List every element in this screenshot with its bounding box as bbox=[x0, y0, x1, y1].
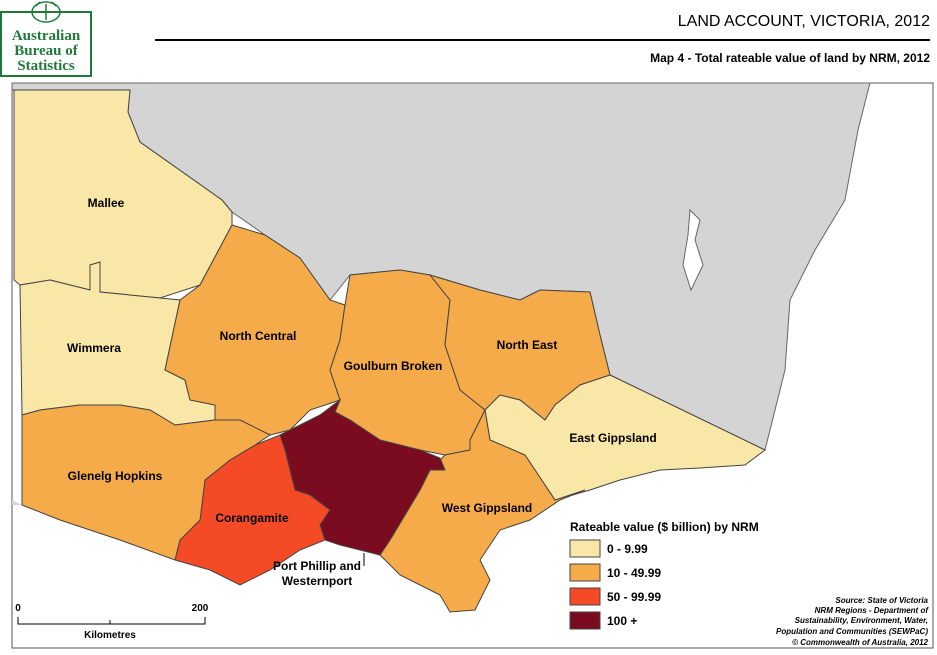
title: LAND ACCOUNT, VICTORIA, 2012 bbox=[678, 13, 930, 30]
land bbox=[12, 500, 22, 505]
source: Source: State of Victoria bbox=[835, 596, 928, 605]
legend-swatch bbox=[569, 563, 601, 582]
source: Sustainability, Environment, Water, bbox=[795, 616, 928, 625]
logo-text: Australian bbox=[12, 28, 81, 44]
region-label: Goulburn Broken bbox=[344, 359, 443, 373]
scale-label: 0 bbox=[15, 603, 21, 614]
scale-bar bbox=[17, 617, 206, 625]
region-label: Glenelg Hopkins bbox=[68, 469, 163, 483]
region-label: Wimmera bbox=[67, 341, 121, 355]
source: © Commonwealth of Australia, 2012 bbox=[792, 638, 928, 647]
legend-swatch bbox=[569, 587, 601, 606]
region-label: Port Phillip and bbox=[273, 559, 361, 573]
region-label: North East bbox=[497, 338, 558, 352]
region-label: North Central bbox=[220, 329, 297, 343]
region-label: East Gippsland bbox=[569, 431, 656, 445]
source: NRM Regions - Department of bbox=[815, 606, 930, 615]
logo-emblem bbox=[31, 1, 61, 23]
legend-label: 100 + bbox=[607, 614, 637, 628]
legend-title: Rateable value ($ billion) by NRM bbox=[570, 520, 759, 534]
logo-text: Statistics bbox=[17, 58, 75, 74]
legend-swatch bbox=[569, 539, 601, 558]
region-label: Mallee bbox=[88, 196, 125, 210]
scale-unit: Kilometres bbox=[84, 630, 136, 641]
region-label: West Gippsland bbox=[442, 501, 532, 515]
legend-swatch bbox=[569, 611, 601, 630]
legend-label: 10 - 49.99 bbox=[607, 566, 661, 580]
region bbox=[21, 404, 271, 561]
legend-label: 50 - 99.99 bbox=[607, 590, 661, 604]
scale-label: 200 bbox=[192, 603, 209, 614]
region-label: Westernport bbox=[282, 574, 352, 588]
region-label: Corangamite bbox=[215, 511, 289, 525]
source: Population and Communities (SEWPaC) bbox=[776, 627, 928, 636]
legend-label: 0 - 9.99 bbox=[607, 542, 648, 556]
region bbox=[164, 224, 346, 436]
subtitle: Map 4 - Total rateable value of land by … bbox=[650, 51, 930, 65]
legend: 0 - 9.99 10 - 49.99 50 - 99.99 100 + bbox=[569, 539, 661, 630]
lake bbox=[682, 208, 704, 292]
logo-text: Bureau of bbox=[14, 43, 78, 59]
